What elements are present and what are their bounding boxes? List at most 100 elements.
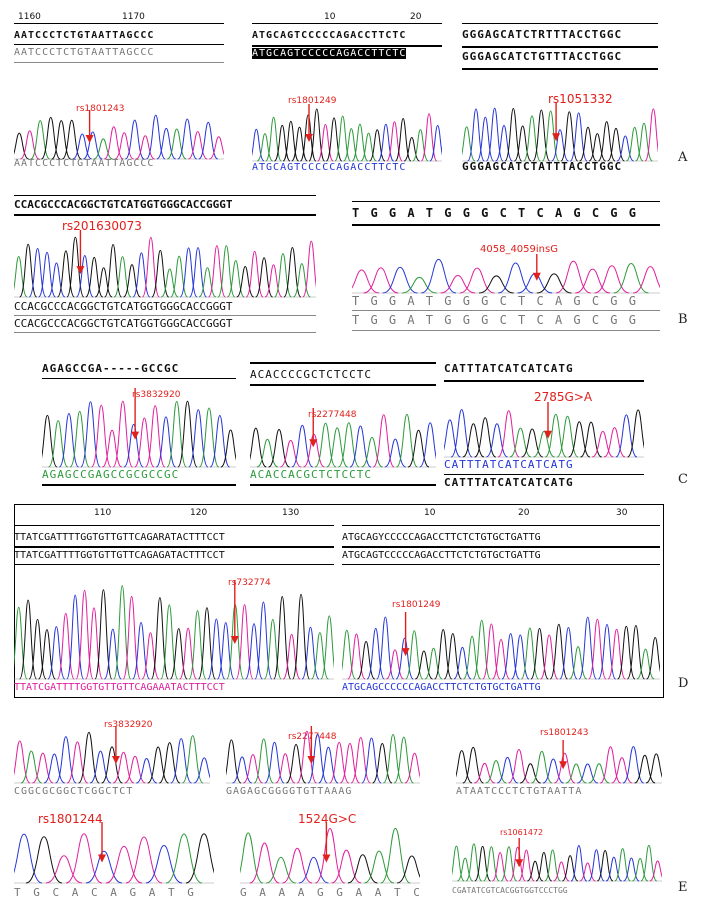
variant-arrow-head: [309, 439, 318, 448]
trace-peak: [553, 861, 570, 882]
variant-arrow-head: [307, 755, 316, 764]
basecall-sequence: CGATATCGTCACGGTGGTCCCTGG: [452, 886, 568, 895]
trace-peak: [320, 615, 334, 680]
trace-peak: [318, 746, 339, 784]
trace-peak: [291, 126, 308, 162]
basecall-sequence: T G G A T G G G C T C A G C G G: [352, 313, 638, 327]
trace-peak: [198, 121, 219, 160]
trace-peak: [649, 860, 662, 882]
trace-peak: [145, 114, 166, 160]
trace-peak: [132, 252, 151, 298]
trace-peak: [401, 276, 437, 294]
variant-arrow-head: [559, 761, 568, 770]
trace-peak: [632, 858, 649, 882]
trace-peak: [645, 753, 662, 784]
trace-peak: [292, 263, 311, 298]
ruler-ticks: [342, 520, 660, 526]
panel-d2: 10 20 30 ATGCAGYCCCCCAGACCTTCTCTGTGCTGAT…: [342, 504, 660, 696]
chromatogram-trace: [14, 230, 316, 298]
reference-sequence: TTATCGATTTTGGTGTTGTTCAGAGATACTTTCCT: [14, 550, 225, 561]
trace-peak: [14, 255, 28, 298]
panel-a1: 1160 1170 AATCCCTCTGTAATTAGCCC AATCCCTCT…: [14, 12, 224, 172]
trace-peak: [570, 845, 588, 882]
trace-peak: [599, 746, 622, 784]
trace-peak: [144, 405, 166, 468]
basecall-sequence: CGGCGCGGCTCGGCTCT: [14, 786, 134, 797]
basecall-sequence: ATAATCCCTCTGTAATTA: [456, 786, 583, 797]
trace-peak: [366, 627, 385, 680]
trace-peak: [405, 630, 424, 680]
trace-peak: [361, 436, 383, 468]
trace-peak: [404, 752, 420, 784]
chromatogram-trace: [14, 726, 210, 784]
trace-peak: [47, 262, 66, 298]
variant-label: 2785G>A: [534, 390, 593, 404]
trace-peak: [513, 125, 532, 162]
trace-peak: [170, 255, 189, 298]
variant-arrow-head: [401, 648, 410, 657]
trace-peak: [536, 273, 572, 294]
trace-peak: [85, 850, 123, 884]
reference-sequence: GGGAGCATCTGTTTACCTGGC: [462, 50, 623, 63]
panel-e1: rs3832920 CGGCGCGGCTCGGCTCT: [14, 718, 210, 802]
trace-peak: [256, 438, 279, 468]
panel-e5: 1524G>C G A A A G G A A T C T: [240, 812, 420, 904]
trace-peak: [94, 267, 113, 298]
trace-peak: [614, 848, 631, 882]
trace-peak: [551, 129, 569, 162]
chromatogram-trace: [240, 822, 420, 884]
trace-peak: [104, 126, 124, 160]
trace-peak: [147, 746, 169, 784]
trace-peak: [420, 113, 438, 162]
trace-peak: [579, 126, 597, 162]
trace-peak: [145, 845, 183, 884]
trace-peak: [611, 757, 633, 784]
trace-peak: [380, 827, 411, 884]
sequence-rule: [444, 380, 644, 382]
trace-peak: [486, 423, 508, 458]
trace-peak: [314, 422, 337, 468]
trace-peak: [456, 750, 473, 784]
trace-peak: [616, 135, 634, 162]
trace-peak: [245, 250, 264, 298]
trace-peak: [588, 133, 606, 162]
trace-peak: [254, 601, 273, 680]
trace-peak: [122, 264, 141, 298]
trace-peak: [249, 842, 280, 884]
trace-peak: [250, 427, 267, 468]
trace-peak: [636, 648, 655, 680]
sequence-rule: [250, 384, 436, 386]
basecall-sequence: AGAGCCGAGCCGCGCCGC: [42, 468, 180, 481]
trace-peak: [285, 744, 307, 784]
ruler-number: 130: [282, 508, 300, 518]
trace-peak: [291, 424, 314, 468]
consensus-sequence: CATTTATCATCATCATG: [444, 362, 574, 375]
trace-peak: [462, 635, 482, 680]
trace-peak: [14, 132, 29, 160]
trace-peak: [575, 268, 611, 294]
trace-peak: [43, 753, 65, 784]
trace-peak: [504, 107, 523, 162]
trace-peak: [519, 763, 541, 784]
panel-e6: rs1061472 CGATATCGTCACGGTGGTCCCTGG: [452, 828, 662, 904]
sequence-rule: [250, 362, 436, 364]
trace-peak: [467, 108, 485, 162]
chromatogram-trace: [250, 408, 436, 468]
trace-peak: [363, 267, 399, 294]
reference-sequence: AATCCCTCTGTAATTAGCCC: [14, 47, 155, 58]
trace-peak: [459, 267, 495, 294]
trace-peak: [444, 419, 461, 458]
trace-peak: [216, 622, 235, 680]
trace-peak: [440, 275, 476, 294]
basecall-sequence: ATGCAGCCCCCCAGACCTTCTCTGTGCTGATTG: [342, 682, 541, 693]
ruler-number: 20: [410, 12, 422, 22]
trace-peak: [198, 267, 217, 298]
trace-peak: [326, 427, 348, 468]
basecall-sequence: CCACGCCCACGGCTGTCATGGTGGGCACCGGGT: [14, 317, 233, 330]
variant-arrow-head: [552, 133, 561, 142]
panel-e3: rs1801243 ATAATCCCTCTGTAATTA: [456, 718, 662, 802]
consensus-sequence: TTATCGATTTTGGTGTTGTTCAGARATACTTTCCT: [14, 532, 225, 543]
trace-peak: [485, 107, 504, 162]
trace-peak: [491, 852, 509, 882]
variant-label: rs2277448: [308, 410, 357, 420]
